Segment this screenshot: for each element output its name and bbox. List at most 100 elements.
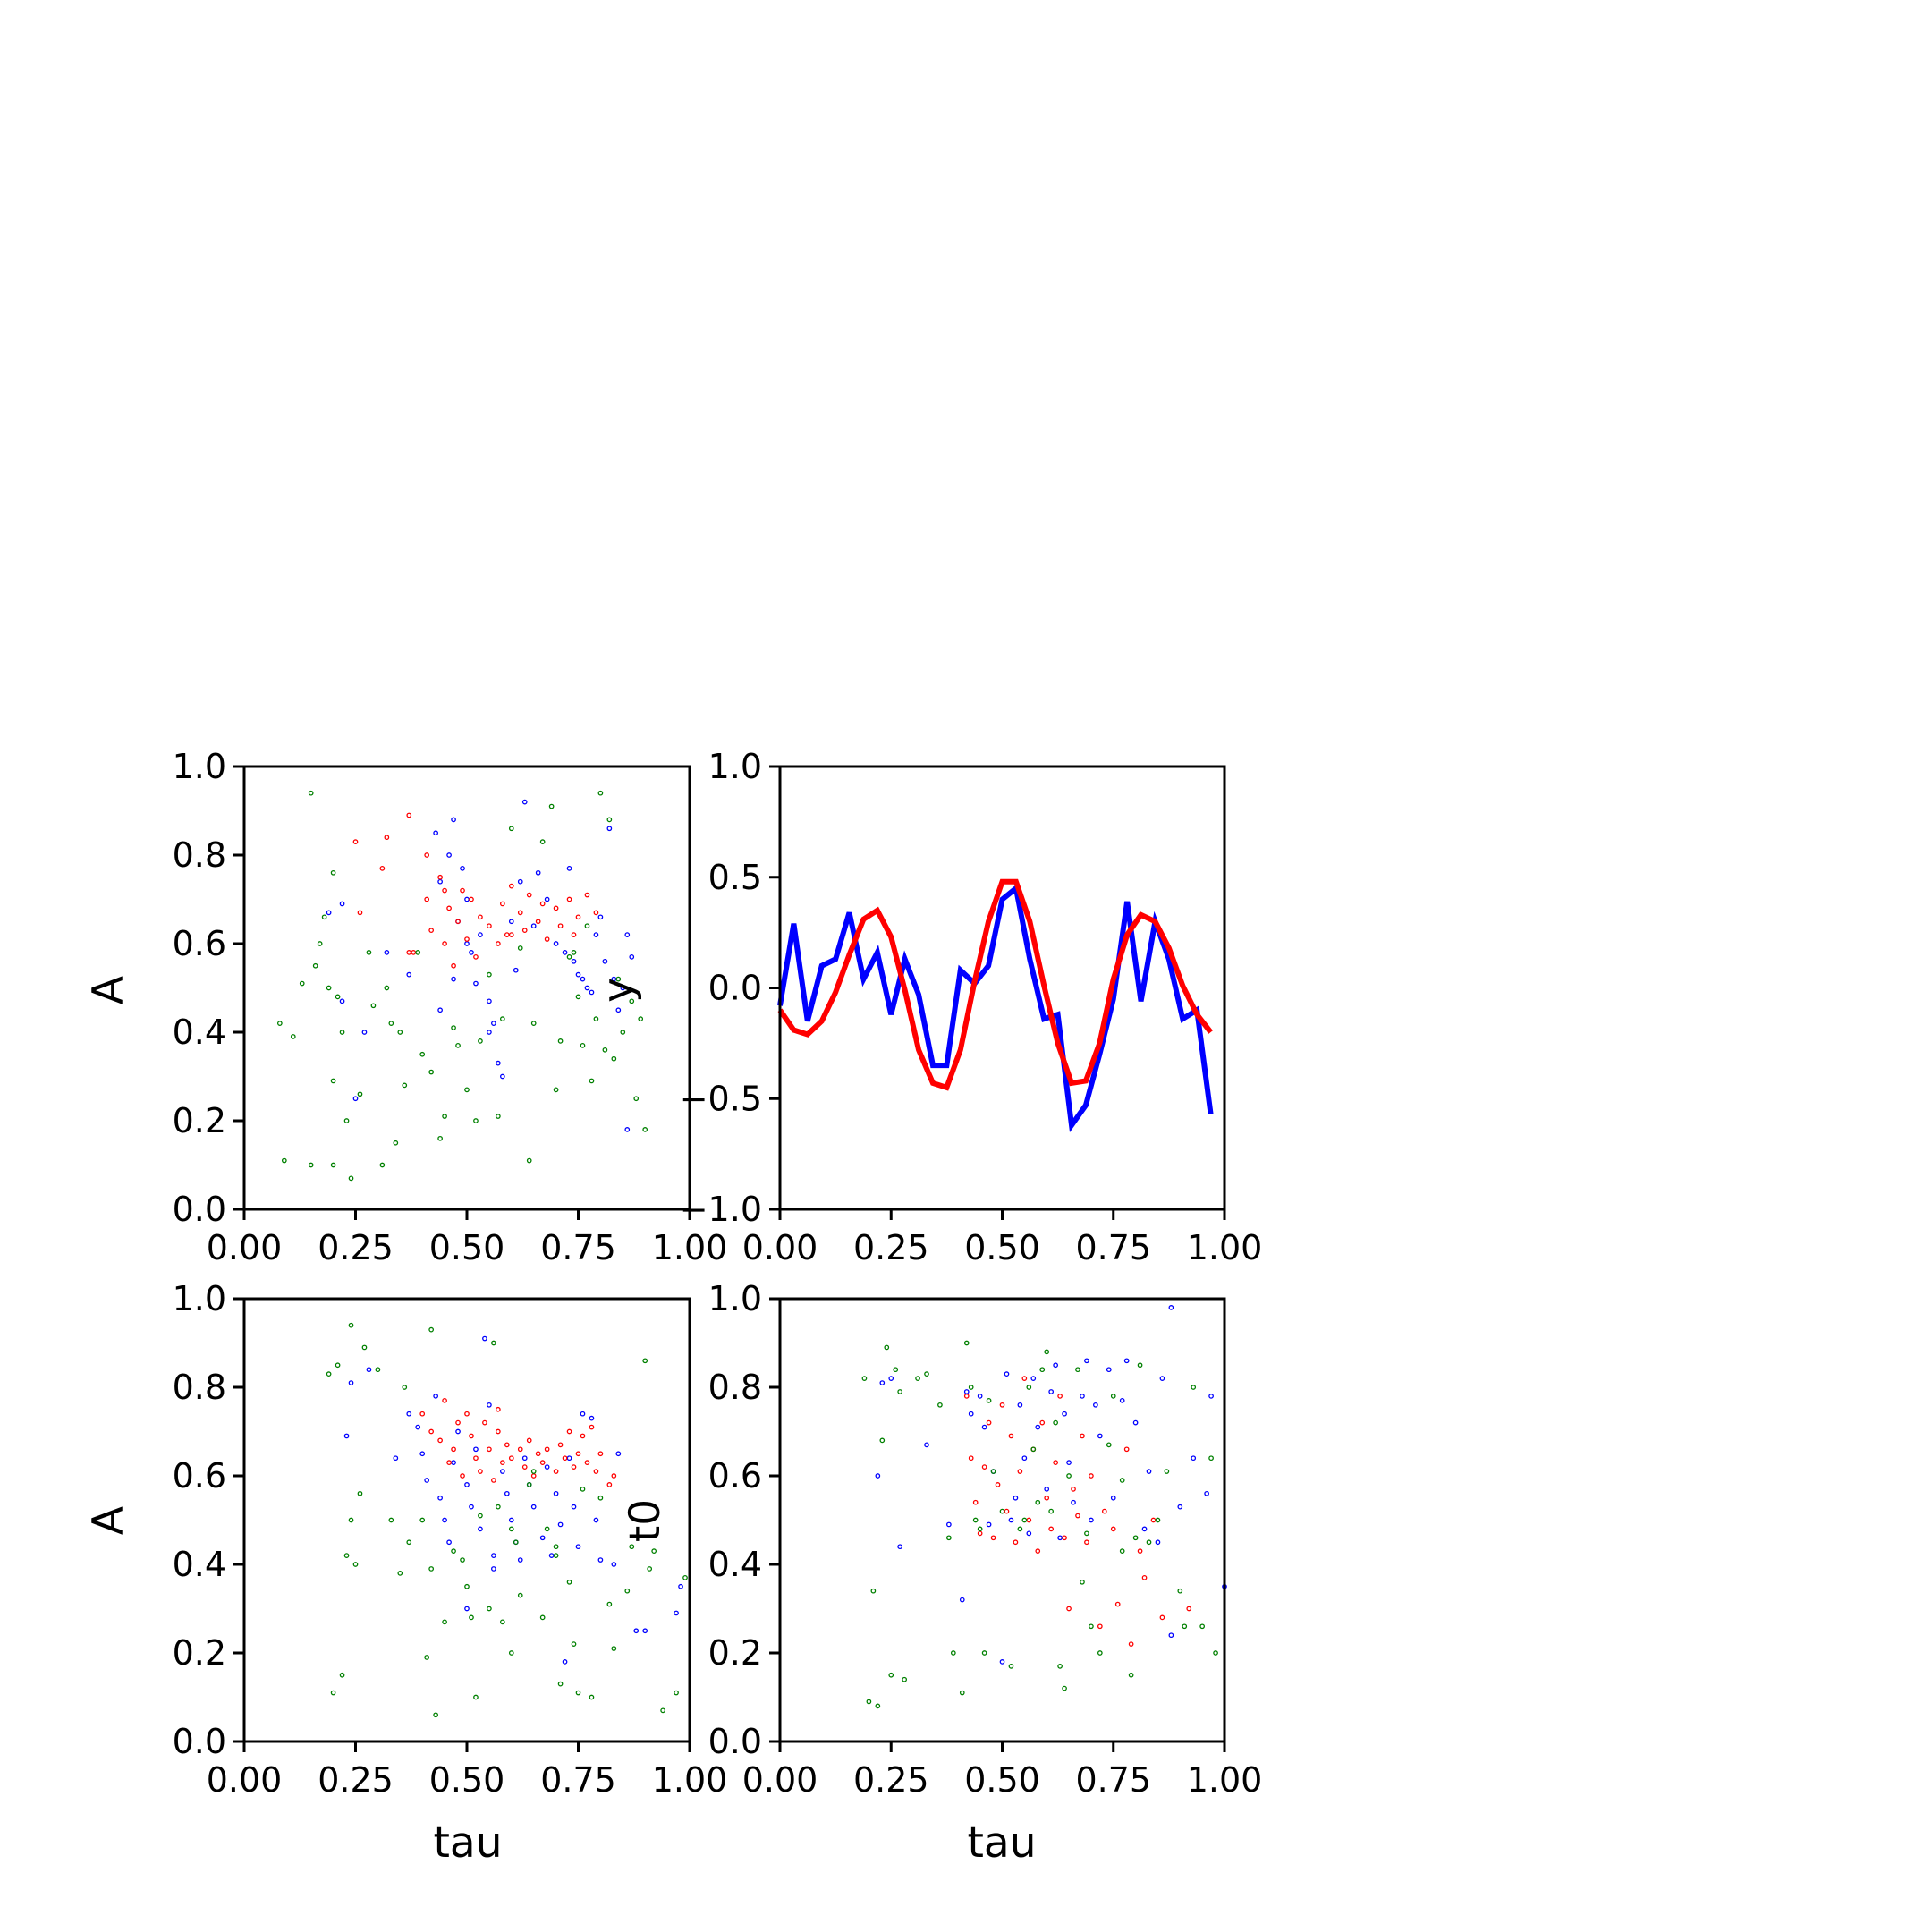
scatter-point-red (963, 1394, 970, 1399)
scatter-point-blue (521, 1455, 528, 1462)
scatter-point-green (428, 1566, 435, 1572)
scatter-point-blue (580, 1411, 586, 1417)
scatter-point-red (526, 892, 532, 898)
x-tick-label: 0.50 (964, 1760, 1040, 1800)
scatter-point-green (330, 1690, 336, 1696)
scatter-point-green (593, 1016, 599, 1022)
scatter-point-green (884, 1344, 890, 1351)
scatter-point-green (361, 1344, 368, 1351)
panel-1-ylabel: A (84, 976, 133, 1004)
y-tick-label: 0.6 (173, 1456, 226, 1496)
scatter-point-blue (361, 1030, 368, 1035)
scatter-point-red (571, 1464, 577, 1470)
scatter-point-green (464, 1087, 470, 1093)
scatter-point-red (521, 1464, 528, 1470)
scatter-point-red (357, 910, 363, 916)
scatter-point-green (879, 1437, 886, 1444)
scatter-point-blue (946, 1521, 952, 1528)
scatter-point-red (1013, 1539, 1019, 1546)
scatter-point-blue (1026, 1530, 1032, 1537)
scatter-point-red (544, 1446, 550, 1453)
scatter-point-blue (606, 826, 613, 832)
scatter-point-blue (1021, 1455, 1028, 1462)
scatter-point-green (875, 1703, 881, 1709)
scatter-point-blue (575, 1544, 581, 1550)
scatter-point-red (1053, 1460, 1058, 1466)
scatter-point-blue (959, 1597, 965, 1603)
scatter-point-green (674, 1690, 679, 1696)
scatter-point-green (937, 1402, 943, 1408)
scatter-point-blue (575, 971, 581, 978)
scatter-point-red (1008, 1433, 1014, 1439)
scatter-point-blue (326, 910, 332, 916)
scatter-point-green (1137, 1362, 1143, 1368)
series-line-blue (777, 883, 1214, 1132)
scatter-point-red (584, 892, 590, 898)
scatter-point-red (526, 1437, 532, 1444)
scatter-point-green (629, 1544, 635, 1550)
scatter-point-green (897, 1389, 903, 1394)
scatter-point-red (566, 896, 572, 902)
scatter-point-blue (571, 1504, 577, 1510)
scatter-point-blue (924, 1442, 929, 1448)
scatter-point-blue (1004, 1371, 1010, 1377)
y-tick-label: 0.6 (173, 924, 226, 963)
panel-2-ylabel: y (594, 978, 643, 1003)
scatter-point-blue (464, 1482, 470, 1487)
scatter-point-green (1199, 1623, 1206, 1630)
scatter-point-blue (473, 980, 479, 987)
scatter-point-blue (491, 1021, 496, 1026)
scatter-point-red (487, 1446, 492, 1453)
scatter-point-green (473, 1694, 479, 1700)
scatter-point-blue (496, 1060, 501, 1066)
scatter-point-red (995, 1482, 1001, 1487)
scatter-point-blue (487, 1030, 492, 1035)
scatter-point-green (548, 803, 555, 809)
scatter-point-green (1080, 1579, 1085, 1585)
scatter-point-red (580, 1433, 586, 1439)
scatter-point-blue (1044, 1487, 1050, 1492)
scatter-point-blue (1132, 1419, 1139, 1426)
scatter-point-blue (478, 1526, 483, 1532)
scatter-point-red (1110, 1526, 1116, 1532)
scatter-point-green (924, 1371, 929, 1377)
scatter-point-blue (437, 1007, 443, 1013)
scatter-point-green (428, 1326, 435, 1333)
scatter-point-blue (597, 1557, 604, 1563)
scatter-point-blue (1204, 1490, 1209, 1496)
scatter-point-blue (366, 1367, 372, 1373)
scatter-point-green (1039, 1367, 1046, 1373)
scatter-point-green (406, 1539, 412, 1546)
scatter-point-green (348, 1175, 354, 1182)
scatter-point-blue (1089, 1517, 1094, 1523)
scatter-point-green (276, 1021, 283, 1026)
scatter-point-green (491, 1340, 496, 1346)
scatter-point-blue (986, 1521, 992, 1528)
scatter-point-red (384, 835, 390, 841)
scatter-point-blue (968, 1411, 974, 1417)
scatter-point-blue (339, 998, 345, 1004)
scatter-point-blue (571, 958, 577, 964)
scatter-point-red (557, 1442, 564, 1448)
scatter-point-red (1097, 1623, 1103, 1630)
x-tick-label: 0.25 (318, 1760, 394, 1800)
x-tick-label: 0.00 (742, 1228, 818, 1267)
scatter-point-blue (1080, 1394, 1085, 1399)
scatter-point-green (321, 914, 327, 920)
scatter-point-green (366, 950, 372, 955)
scatter-point-green (526, 1482, 532, 1487)
scatter-point-blue (508, 1517, 514, 1523)
scatter-point-green (557, 1681, 564, 1687)
scatter-point-blue (491, 1566, 496, 1572)
scatter-point-red (539, 901, 546, 907)
scatter-point-red (455, 919, 461, 925)
y-tick-label: 1.0 (173, 1279, 226, 1318)
panel-1: 0.00 0.25 0.50 0.75 1.00 0.0 0.2 0.4 0.6 0.8 1.0 (173, 747, 728, 1267)
scatter-point-blue (981, 1424, 987, 1430)
scatter-point-green (571, 950, 577, 955)
scatter-point-green (638, 1016, 644, 1022)
scatter-point-green (339, 1672, 345, 1678)
scatter-point-green (660, 1707, 665, 1714)
scatter-point-green (1106, 1442, 1112, 1448)
scatter-point-green (539, 839, 546, 845)
